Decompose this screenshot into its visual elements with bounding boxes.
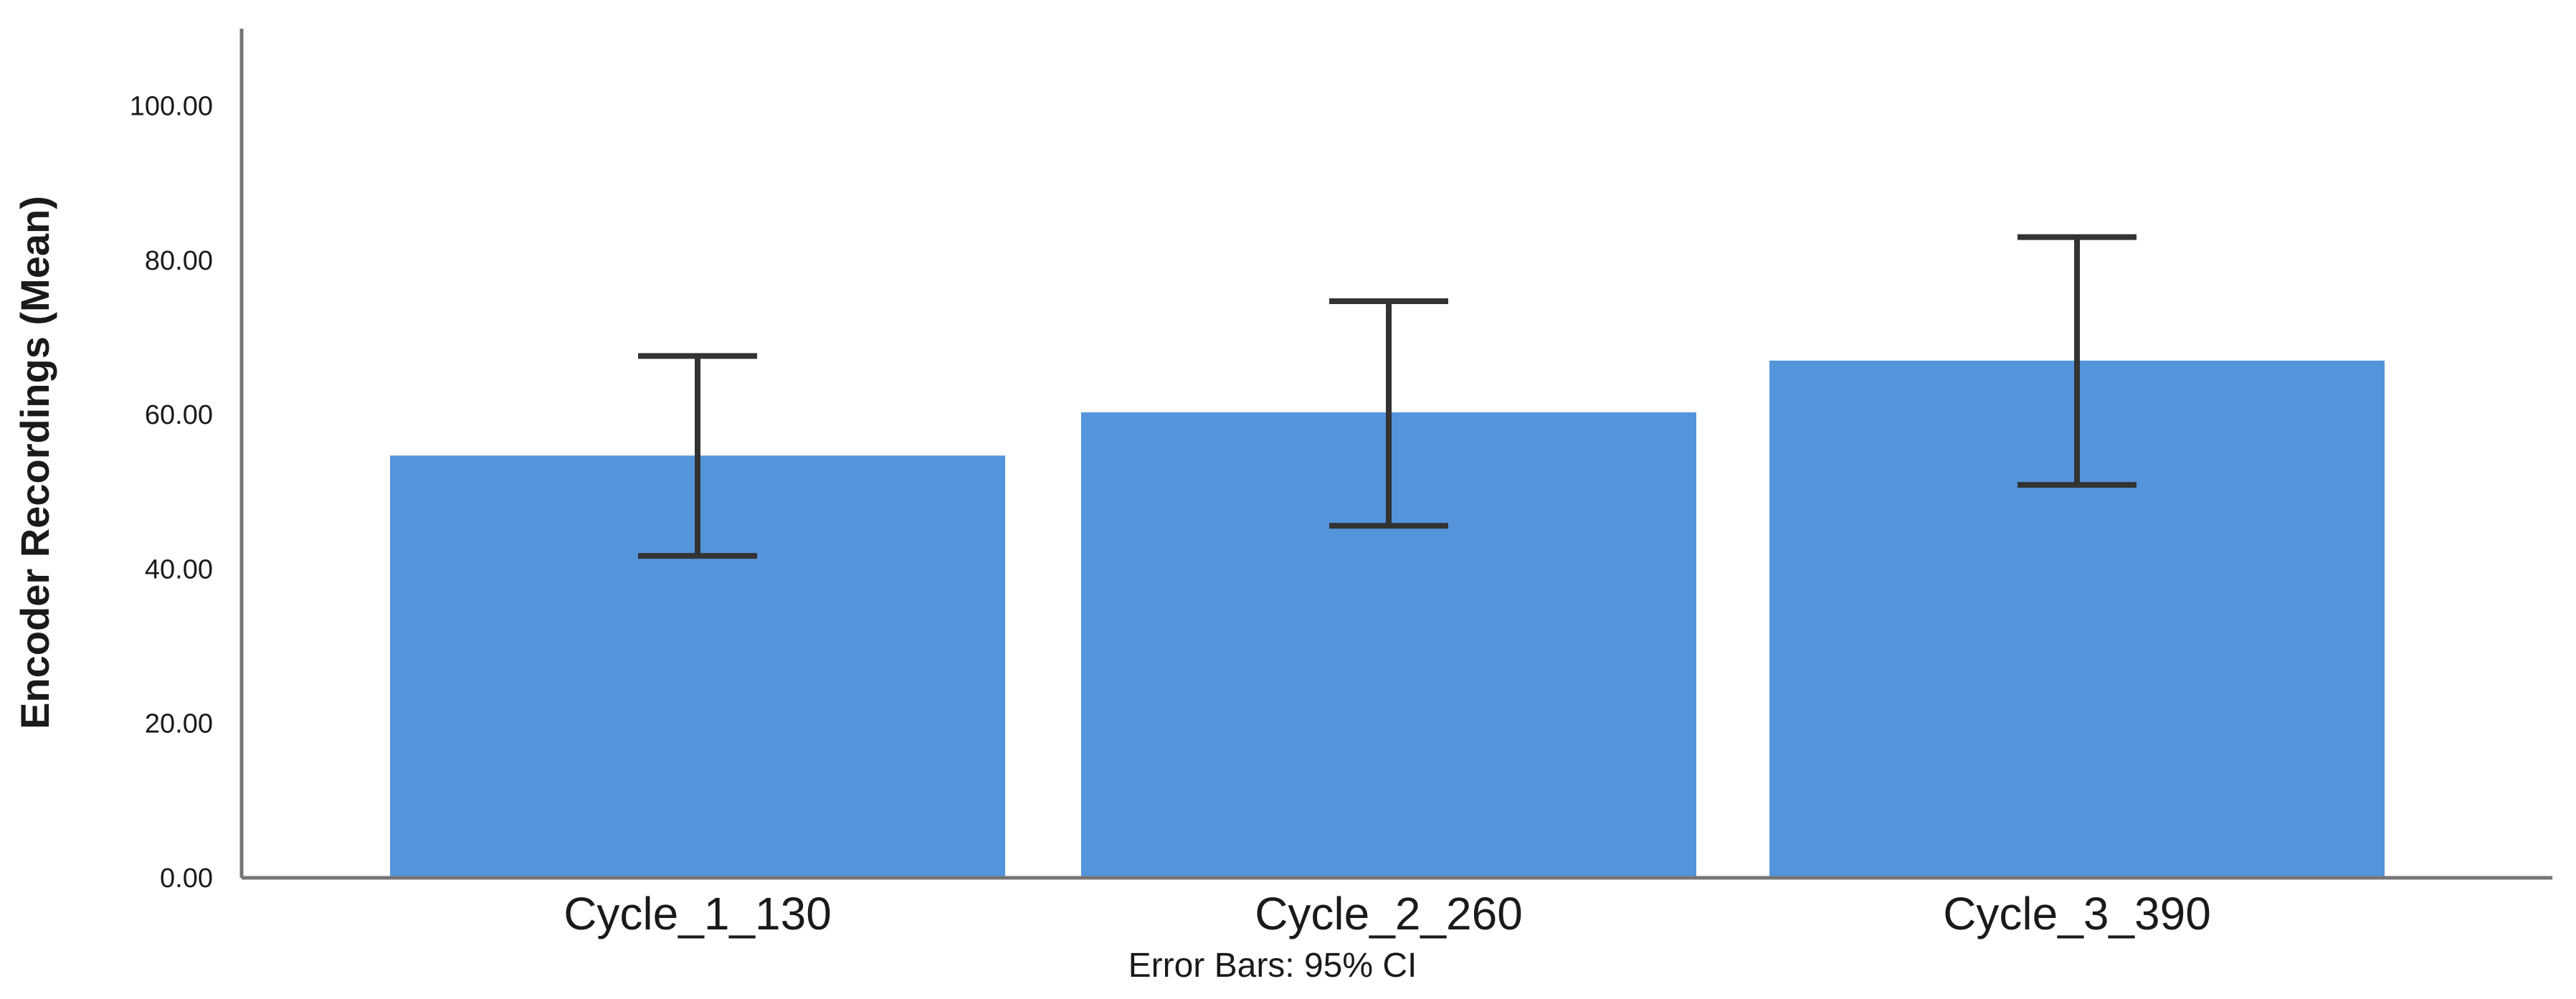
y-tick-label: 40.00 (145, 554, 213, 584)
y-tick-label: 80.00 (145, 246, 213, 276)
y-tick-label: 20.00 (145, 709, 213, 739)
x-tick-label: Cycle_1_130 (564, 888, 832, 939)
y-tick-label: 100.00 (130, 92, 213, 122)
y-axis-title: Encoder Recordings (Mean) (12, 196, 57, 729)
y-tick-label: 0.00 (160, 863, 213, 894)
error-bars-footnote: Error Bars: 95% CI (1128, 947, 1417, 985)
y-tick-label: 60.00 (145, 400, 213, 430)
x-tick-label: Cycle_2_260 (1255, 888, 1523, 939)
x-tick-label: Cycle_3_390 (1943, 888, 2211, 939)
